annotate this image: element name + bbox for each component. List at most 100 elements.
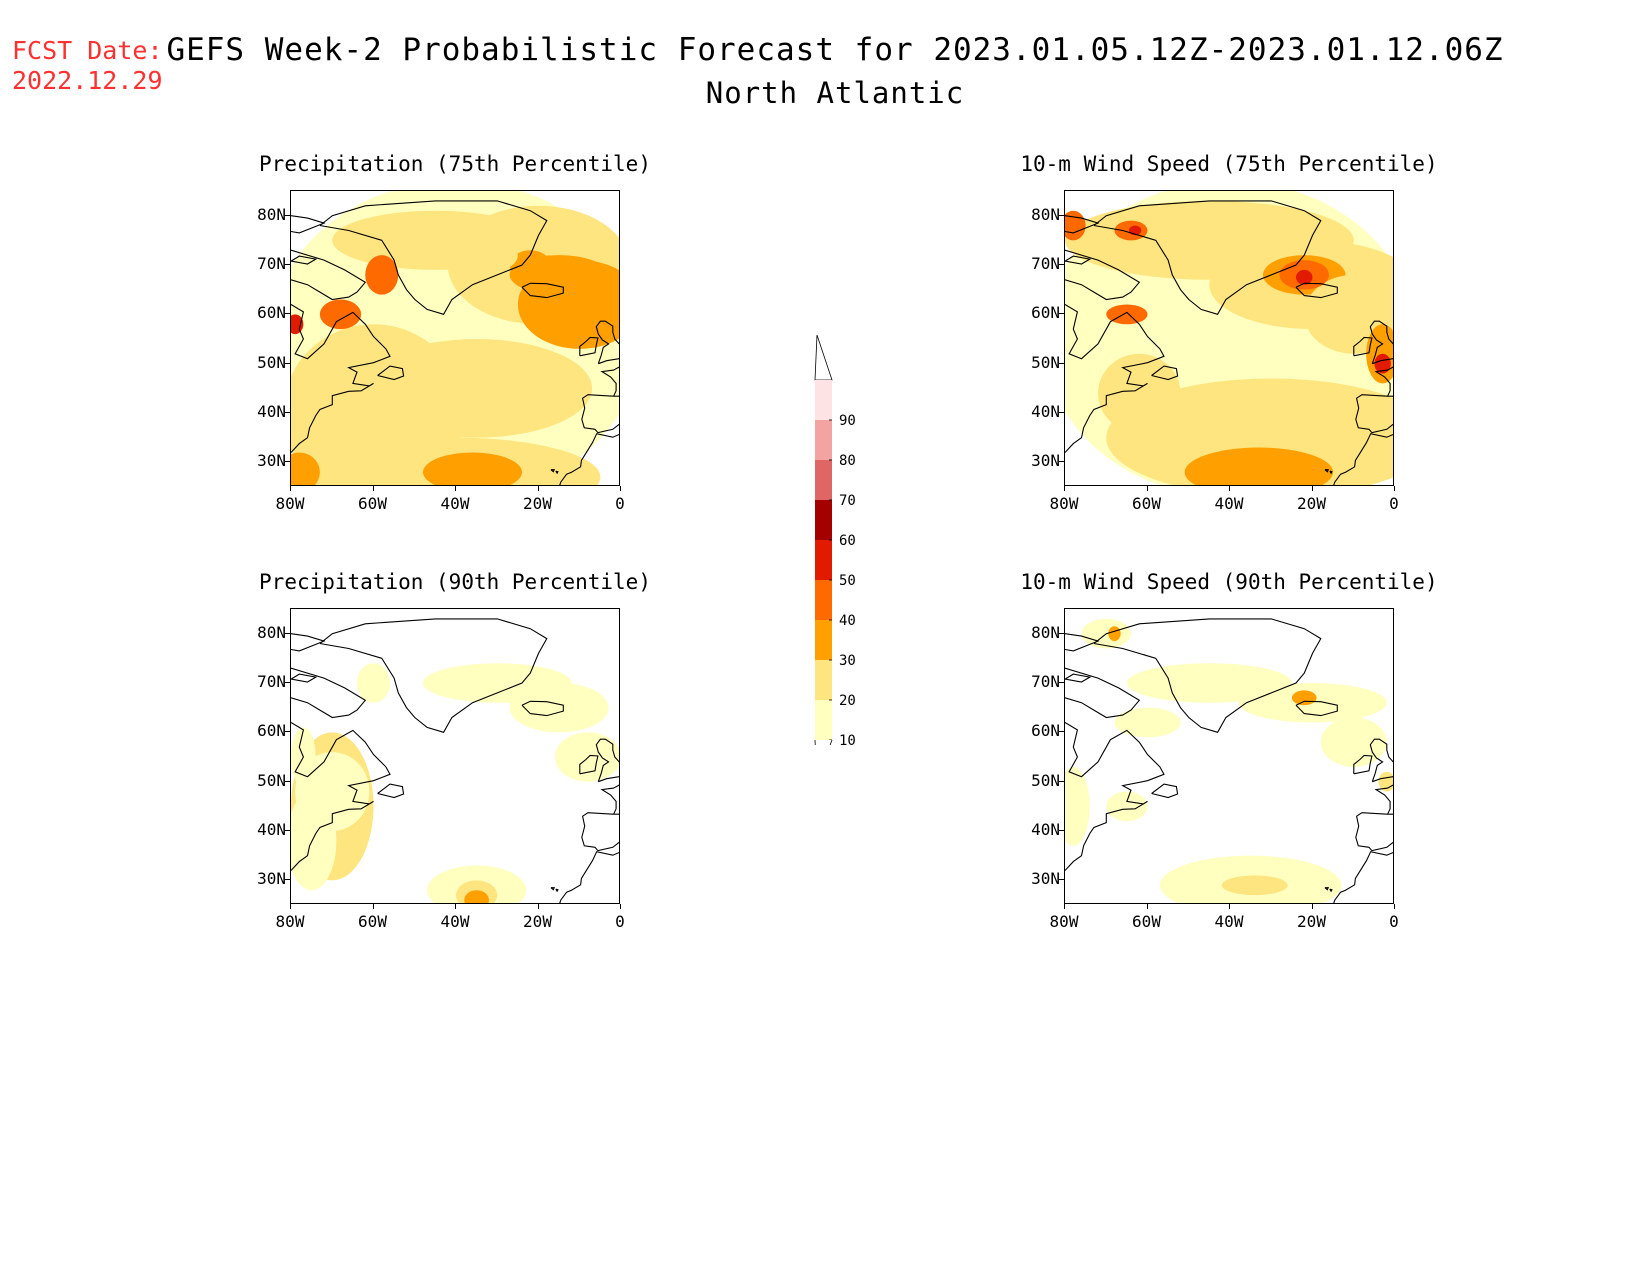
- lon-tick-label: 80W: [1049, 912, 1079, 931]
- probability-contour: [476, 240, 518, 270]
- lon-tick: [620, 486, 621, 491]
- probability-contour: [1106, 304, 1148, 325]
- lat-tick: [1059, 412, 1064, 413]
- coastline: [1374, 784, 1393, 815]
- lat-tick-label: 80N: [257, 204, 286, 224]
- map-panel: [1064, 190, 1394, 486]
- coastline: [1065, 249, 1141, 301]
- lat-tick: [285, 632, 290, 634]
- lat-tick-label: 40N: [1031, 402, 1060, 421]
- map-svg: [291, 618, 619, 903]
- coastline: [579, 754, 599, 775]
- coastline: [1093, 200, 1322, 315]
- colorbar-swatch: [815, 500, 832, 540]
- lat-tick: [1059, 731, 1064, 733]
- coastline: [291, 304, 391, 453]
- coastline: [1329, 888, 1333, 893]
- probability-contour: [1114, 707, 1181, 738]
- page-title: GEFS Week-2 Probabilistic Forecast for 2…: [166, 32, 1504, 68]
- colorbar-swatch: [815, 620, 832, 660]
- coastline: [291, 215, 326, 234]
- lon-tick-label: 0: [1389, 494, 1399, 513]
- lon-tick-label: 60W: [358, 494, 387, 513]
- lon-tick: [1064, 904, 1065, 909]
- lat-tick: [285, 830, 290, 831]
- probability-contour: [1291, 690, 1317, 706]
- lat-tick-label: 80N: [1031, 204, 1060, 224]
- colorbar-level-label: 60: [839, 533, 856, 549]
- coastline: [1355, 812, 1393, 852]
- probability-contour: [1184, 447, 1334, 485]
- lon-tick-label: 20W: [523, 912, 552, 931]
- lat-tick-label: 30N: [257, 869, 286, 889]
- coastline: [377, 365, 405, 381]
- colorbar-level-label: 30: [839, 653, 856, 669]
- probability-contour: [464, 890, 489, 903]
- lon-tick-label: 40W: [440, 494, 470, 513]
- lon-tick-label: 0: [615, 494, 625, 513]
- lat-tick: [285, 731, 290, 733]
- lat-tick-label: 50N: [257, 352, 286, 372]
- lon-tick: [372, 904, 374, 909]
- forecast-date-label: FCST Date: 2022.12.29: [12, 36, 163, 96]
- lon-tick: [537, 904, 539, 909]
- coastline: [579, 336, 599, 357]
- lon-tick-label: 80W: [275, 912, 305, 931]
- coastline: [1355, 394, 1393, 434]
- probability-contour: [1296, 269, 1313, 285]
- coastline: [1151, 783, 1179, 799]
- coastline: [1333, 851, 1393, 903]
- colorbar-level-label: 90: [839, 413, 856, 429]
- lat-tick-label: 60N: [1031, 303, 1060, 323]
- probability-contour: [1065, 766, 1090, 846]
- colorbar-top-cap: [814, 334, 833, 381]
- lat-tick: [285, 461, 290, 463]
- lon-tick: [1064, 486, 1065, 491]
- lat-tick: [1059, 830, 1064, 831]
- coastline: [581, 394, 619, 434]
- fcst-label: FCST Date:: [12, 36, 163, 65]
- lon-tick: [1394, 904, 1395, 909]
- coastline: [1295, 282, 1338, 299]
- lon-tick: [537, 486, 539, 491]
- lon-tick-label: 60W: [1132, 494, 1161, 513]
- coastline: [1333, 433, 1393, 485]
- coastline: [1369, 738, 1393, 783]
- coastline: [291, 722, 391, 871]
- coastline: [1353, 336, 1373, 357]
- panel-title: 10-m Wind Speed (90th Percentile): [1020, 570, 1438, 594]
- lon-tick-label: 60W: [1132, 912, 1161, 931]
- map-panel: [290, 608, 620, 904]
- panel-title: Precipitation (90th Percentile): [259, 570, 651, 594]
- lon-tick: [1146, 486, 1148, 491]
- lat-tick: [1059, 362, 1064, 364]
- colorbar-level-label: 80: [839, 453, 856, 469]
- lon-tick-label: 60W: [358, 912, 387, 931]
- lon-tick-label: 40W: [440, 912, 470, 931]
- lat-tick-label: 70N: [1031, 254, 1060, 273]
- lat-tick-label: 40N: [1031, 820, 1060, 839]
- colorbar-swatch: [815, 700, 832, 740]
- coastline: [1151, 365, 1179, 381]
- lat-tick-label: 60N: [257, 721, 286, 741]
- coastline: [1065, 304, 1165, 453]
- coastline: [1324, 887, 1330, 891]
- coastline: [1324, 469, 1330, 473]
- lon-tick-label: 0: [1389, 912, 1399, 931]
- coastline: [521, 282, 564, 299]
- colorbar: 10 20 30 40 50 60 70 80 90: [805, 334, 875, 781]
- probability-contour: [1106, 791, 1148, 822]
- probability-contour: [1126, 663, 1292, 703]
- map-svg: [1065, 191, 1393, 485]
- coastline: [291, 255, 318, 265]
- colorbar-level-label: 10: [839, 733, 856, 745]
- lat-tick-label: 30N: [1031, 451, 1060, 471]
- lon-tick: [1146, 904, 1148, 909]
- coastline: [1065, 255, 1092, 265]
- lon-tick: [455, 904, 456, 909]
- lat-tick-label: 50N: [257, 770, 286, 790]
- lon-tick-label: 80W: [1049, 494, 1079, 513]
- lat-tick-label: 80N: [1031, 622, 1060, 642]
- lat-tick-label: 70N: [257, 254, 286, 273]
- colorbar-swatch: [815, 580, 832, 620]
